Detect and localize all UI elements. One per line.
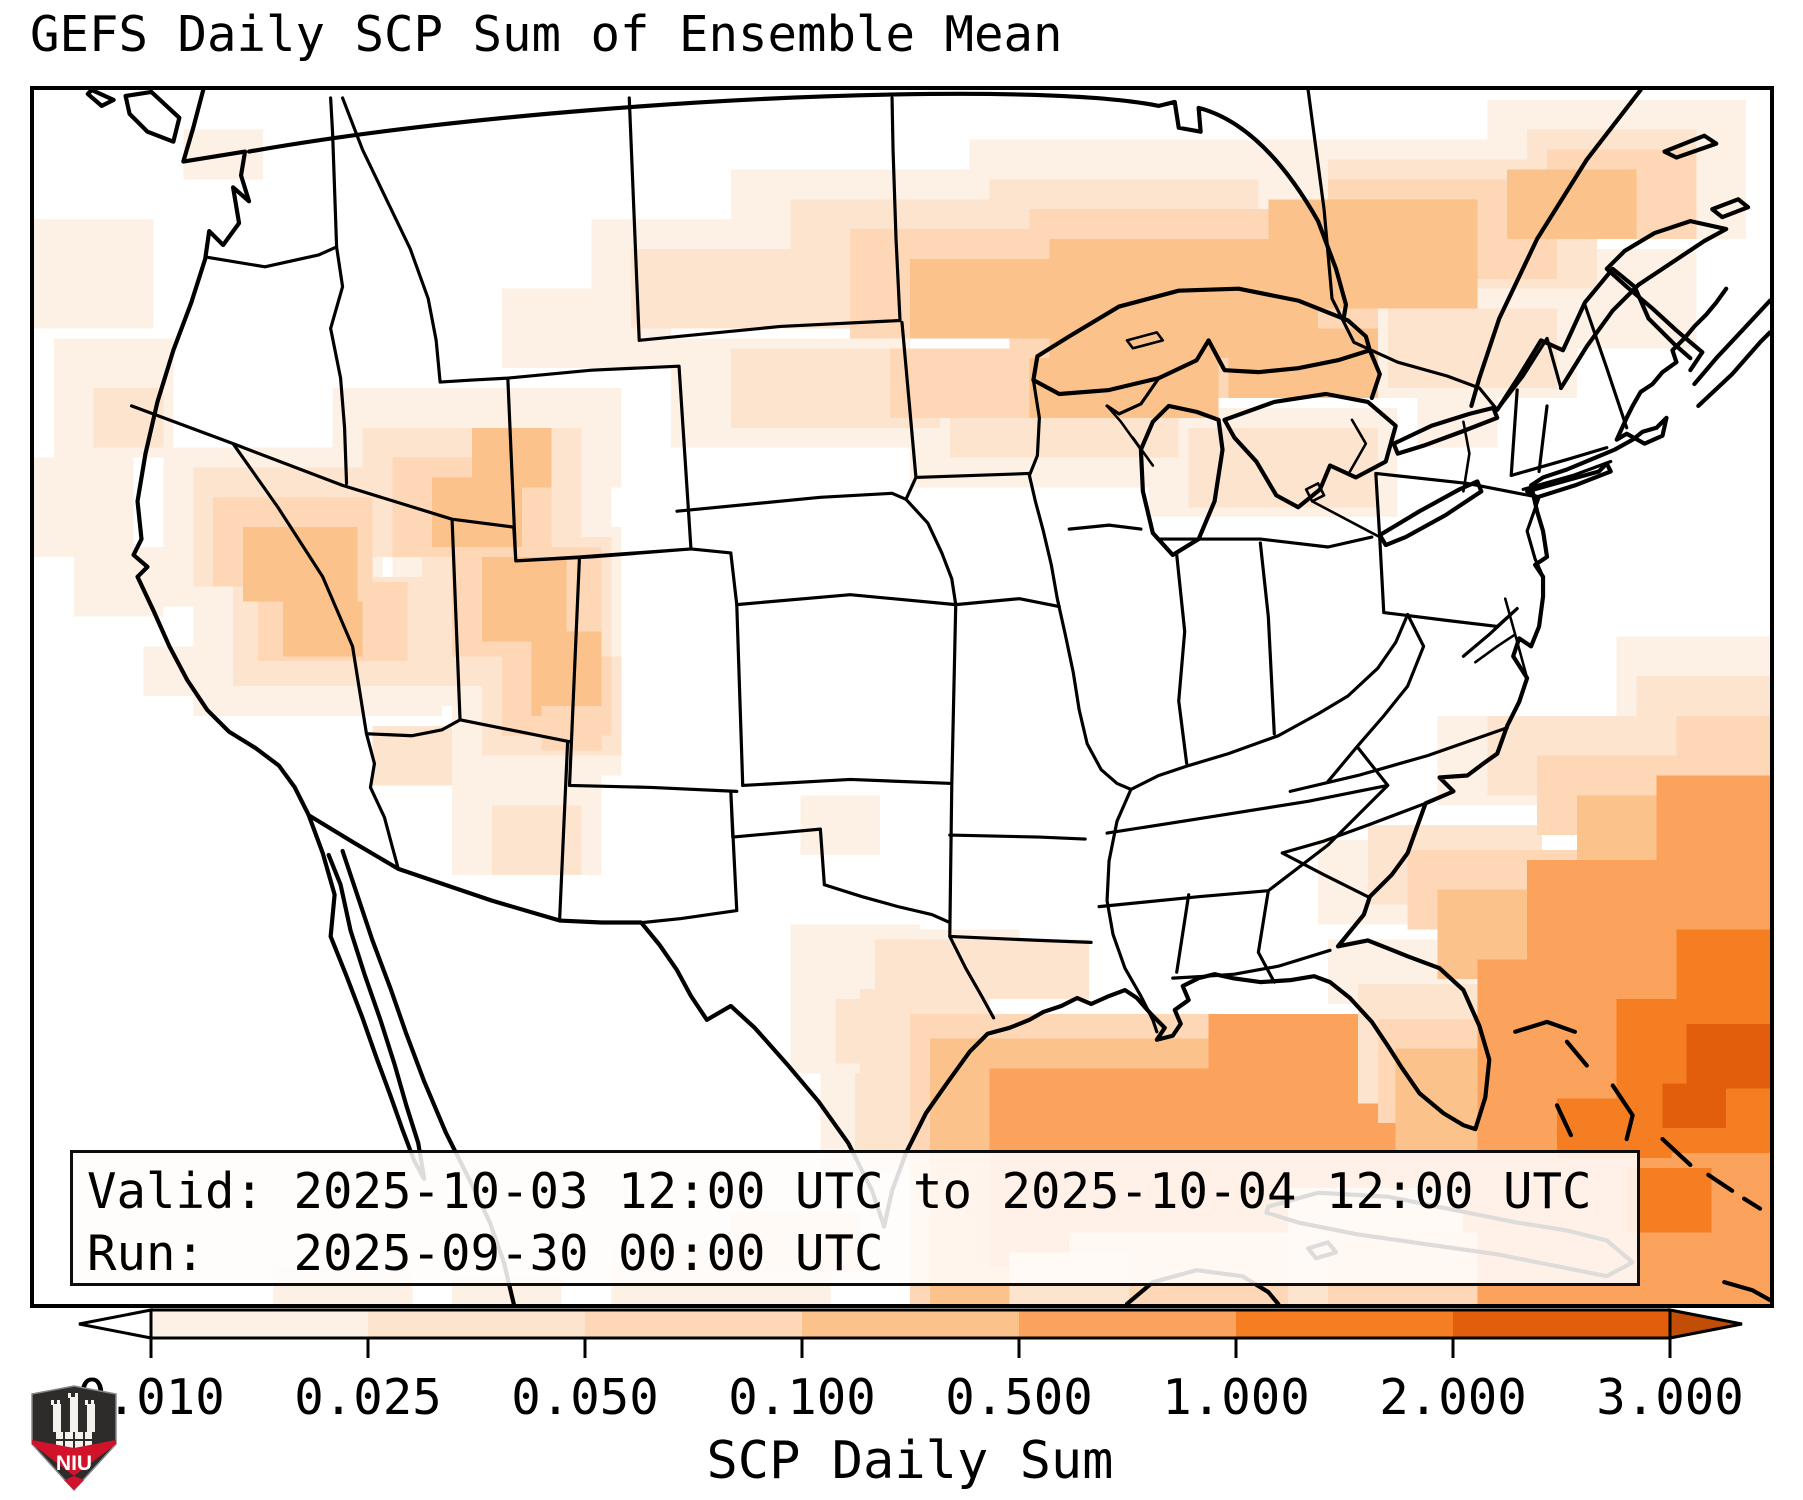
- ontario-quebec-border: [1306, 90, 1499, 412]
- scp-shading-cell: [73, 546, 164, 617]
- scp-shading-cell: [1626, 1167, 1712, 1233]
- colorbar-tick-label: 2.000: [1379, 1369, 1527, 1426]
- scp-shading-cell: [282, 601, 363, 657]
- scp-shading-cell: [1268, 199, 1478, 309]
- niu-red-tip: [64, 1476, 84, 1490]
- lake-superior: [1031, 286, 1372, 397]
- colorbar-tick-label: 0.500: [945, 1369, 1093, 1426]
- scp-shading-cell: [1676, 929, 1770, 1014]
- lake-st-clair-detroit-river: [1304, 482, 1382, 539]
- scp-shading-cell: [491, 805, 582, 875]
- hispaniola-coastline: [1722, 1280, 1770, 1303]
- scp-shading-layer: [34, 99, 1770, 1304]
- colorbar-segment: [585, 1310, 803, 1338]
- isle-royale: [1125, 331, 1165, 350]
- scp-shading-cell: [1676, 715, 1770, 786]
- bahamas-islands: [1513, 1019, 1763, 1211]
- vancouver-island-coastline: [85, 90, 182, 144]
- midwest-state-borders: [1067, 376, 1410, 791]
- colorbar-tick-labels: 0.010 0.025 0.050 0.100 0.500 1.000 2.000 3.000: [77, 1369, 1744, 1426]
- scp-shading-cell: [34, 219, 154, 329]
- niu-red-band: [32, 1440, 116, 1476]
- long-island-coastline: [1525, 461, 1613, 500]
- figure-title: GEFS Daily SCP Sum of Ensemble Mean: [30, 6, 1063, 63]
- lake-michigan: [1138, 403, 1225, 558]
- lake-huron-georgian-bay: [1222, 391, 1398, 510]
- colorbar-ticks: [149, 1338, 1672, 1358]
- central-state-borders: [627, 96, 1093, 1020]
- scp-shading-cell: [481, 556, 567, 642]
- scp-shading-cell: [1662, 1083, 1727, 1129]
- colorbar: 0.010 0.025 0.050 0.100 0.500 1.000 2.000 3.000…: [77, 1308, 1744, 1491]
- colorbar-tick-label: 0.100: [728, 1369, 876, 1426]
- colorbar-tick-label: 0.025: [294, 1369, 442, 1426]
- mississippi-river-borders: [1027, 378, 1159, 1034]
- colorbar-outline: [151, 1308, 1670, 1340]
- scp-shading-cell: [631, 248, 811, 329]
- colorbar-segment: [151, 1310, 369, 1338]
- lake-ontario: [1391, 405, 1500, 456]
- map-frame: [30, 86, 1774, 1308]
- colorbar-segment: [1236, 1310, 1454, 1338]
- colorbar-segment: [1019, 1310, 1237, 1338]
- colorbar-tick-label: 0.050: [511, 1369, 659, 1426]
- scp-shading-cell: [1228, 328, 1378, 398]
- colorbar-tick-label: 1.000: [1162, 1369, 1310, 1426]
- niu-logo-text: NIU: [56, 1452, 92, 1475]
- st-lawrence-north-shore: [1469, 90, 1643, 409]
- scp-shading-cell: [1387, 308, 1557, 389]
- colorbar-segments: [151, 1310, 1671, 1338]
- western-state-borders: [129, 96, 745, 923]
- us-mexico-border: [306, 813, 887, 1229]
- colorbar-segment: [1453, 1310, 1671, 1338]
- colorbar-axis-label: SCP Daily Sum: [707, 1431, 1114, 1491]
- valid-time-text: Valid: 2025-10-03 12:00 UTC to 2025-10-0…: [87, 1163, 1592, 1220]
- scp-shading-cell: [531, 631, 602, 716]
- us-canada-border: [246, 91, 1693, 412]
- colorbar-over-arrow: [1668, 1308, 1743, 1340]
- lake-erie: [1377, 479, 1484, 548]
- colorbar-segment: [802, 1310, 1020, 1338]
- green-bay: [1105, 404, 1155, 467]
- scp-shading-cell: [1686, 1023, 1770, 1089]
- niagara-river: [1462, 420, 1471, 493]
- map-svg: [34, 90, 1770, 1304]
- anticosti-island: [1662, 133, 1719, 160]
- eastern-state-borders: [1097, 302, 1629, 984]
- niu-castle-windows: [56, 1432, 92, 1448]
- scp-shading-cell: [1556, 1098, 1672, 1158]
- niu-logo: NIU: [31, 1385, 117, 1492]
- colorbar-segment: [368, 1310, 586, 1338]
- colorbar-under-arrow: [78, 1308, 153, 1340]
- scp-shading-cell: [432, 477, 522, 547]
- gaspe-new-brunswick-coastline: [1558, 219, 1729, 391]
- valid-run-info-box: Valid: 2025-10-03 12:00 UTC to 2025-10-0…: [70, 1150, 1640, 1286]
- georgian-bay-channel: [1348, 418, 1368, 473]
- scp-shading-cell: [1395, 1048, 1486, 1153]
- chesapeake-bay-inlets: [1474, 597, 1529, 680]
- scp-shading-cell: [800, 795, 881, 855]
- run-time-text: Run: 2025-09-30 00:00 UTC: [87, 1224, 884, 1282]
- scp-shading-cell: [243, 527, 358, 602]
- scp-shading-cell: [34, 457, 134, 557]
- prince-edward-island: [1710, 197, 1751, 220]
- nova-scotia-coastline: [1692, 298, 1770, 409]
- st-lawrence-river: [1495, 336, 1563, 412]
- colorbar-tick-label: 3.000: [1596, 1369, 1744, 1426]
- scp-shading-cell: [1656, 775, 1770, 865]
